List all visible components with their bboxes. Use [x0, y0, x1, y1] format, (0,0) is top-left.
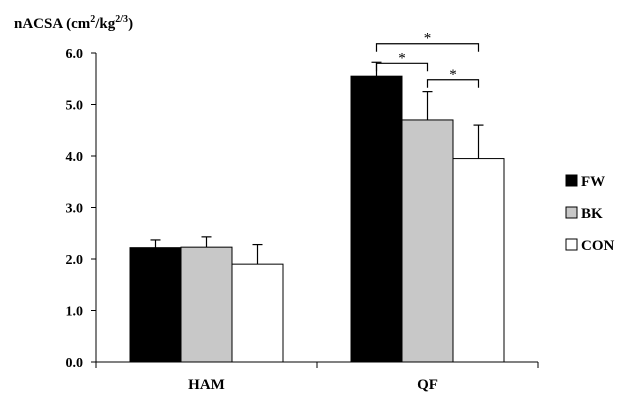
legend-swatch-fw — [565, 174, 578, 187]
y-tick-label: 1.0 — [66, 305, 84, 320]
y-tick-label: 6.0 — [66, 47, 84, 62]
y-tick-label: 0.0 — [66, 356, 84, 371]
significance-star: * — [424, 31, 432, 47]
y-tick-label: 5.0 — [66, 99, 84, 114]
x-category-label: QF — [417, 377, 438, 393]
legend-label-bk: BK — [581, 206, 603, 222]
y-axis-label: nACSA (cm2/kg2/3) — [14, 14, 133, 32]
bars — [129, 61, 505, 363]
bar-bk-qf — [401, 119, 454, 363]
significance-bracket — [375, 43, 480, 52]
significance-star: * — [398, 50, 406, 66]
significance-bracket — [375, 62, 429, 72]
bar-con-ham — [231, 263, 284, 363]
y-tick-label: 4.0 — [66, 150, 84, 165]
y-tick-label: 3.0 — [66, 202, 84, 217]
significance-brackets: * * * — [375, 31, 480, 88]
bar-fw-ham — [129, 247, 182, 363]
legend: FW BK CON — [565, 174, 615, 254]
significance-star: * — [449, 67, 457, 83]
significance-bracket — [426, 79, 480, 88]
y-tick-label: 2.0 — [66, 253, 84, 268]
legend-swatch-con — [565, 238, 578, 251]
bar-fw-qf — [350, 75, 403, 363]
legend-label-con: CON — [581, 238, 615, 254]
bar-con-qf — [452, 158, 505, 363]
legend-swatch-bk — [565, 206, 578, 219]
x-category-label: HAM — [188, 377, 225, 393]
bar-bk-ham — [180, 246, 233, 363]
legend-label-fw: FW — [581, 174, 605, 190]
